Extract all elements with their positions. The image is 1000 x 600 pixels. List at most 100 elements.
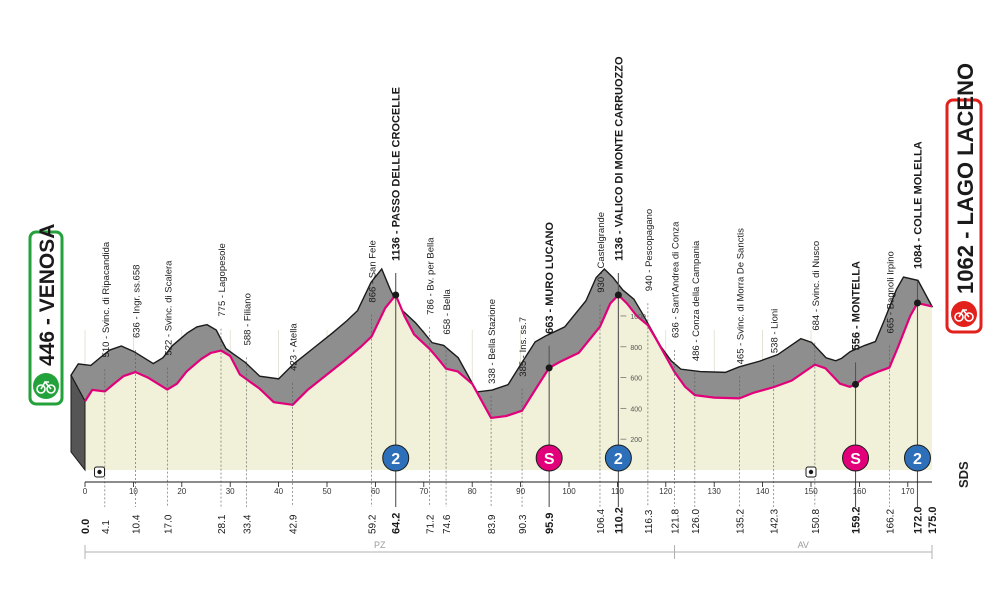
place-name-label: 522 - Svinc. di Scalera bbox=[163, 260, 174, 356]
start-bicycle-frame bbox=[40, 380, 52, 390]
km-axis-tick-label: 150 bbox=[804, 487, 818, 496]
altitude-tick-label: 800 bbox=[630, 345, 642, 352]
km-distance-label: 59.2 bbox=[368, 514, 379, 534]
climb-top-dot bbox=[614, 291, 622, 299]
province-label: PZ bbox=[374, 540, 386, 550]
place-name-label: 465 - Svinc. di Morra De Sanctis bbox=[735, 228, 746, 364]
place-name-label: 930 - Castelgrande bbox=[596, 212, 607, 293]
sprint-badge bbox=[842, 444, 870, 472]
km-axis-tick-label: 0 bbox=[83, 487, 88, 496]
kom-category-badge bbox=[382, 444, 410, 472]
climb-sprint-markers: 2 S 2 S 2 bbox=[94, 291, 931, 478]
km-distance-label: 95.9 bbox=[544, 513, 556, 534]
start-bicycle-icon bbox=[33, 373, 59, 399]
km-distance-label: 33.4 bbox=[243, 514, 254, 534]
feed-zone-dot bbox=[97, 469, 102, 475]
place-name-label: 684 - Svinc. di Nusco bbox=[811, 241, 822, 331]
km-distance-label: 142.3 bbox=[770, 509, 781, 534]
place-name-label: 1084 - COLLE MOLELLA bbox=[912, 141, 924, 269]
km-distance-label: 90.3 bbox=[518, 514, 529, 534]
km-axis-tick-label: 20 bbox=[177, 487, 186, 496]
kom-category-badge bbox=[903, 444, 931, 472]
km-axis: 0 10 20 30 40 50 60 70 80 90 100 110 120 130 140 150 160… bbox=[80, 481, 939, 534]
start-badge-frame bbox=[28, 230, 64, 406]
km-distance-label: 172.0 bbox=[912, 506, 924, 534]
place-name-label: 1136 - PASSO DELLE CROCELLE bbox=[391, 87, 403, 261]
sprint-label: S bbox=[850, 451, 861, 468]
km-distance-label: 64.2 bbox=[391, 513, 403, 534]
km-distance-label: 28.1 bbox=[217, 514, 228, 534]
place-name-label: 636 - Ingr. ss.658 bbox=[131, 265, 142, 338]
finish-bicycle-wheel bbox=[954, 312, 964, 322]
profile-front-face bbox=[85, 295, 932, 470]
km-axis-tick-label: 110 bbox=[611, 487, 624, 496]
place-name-label: 338 - Bella Stazione bbox=[487, 299, 498, 384]
place-name-label: 423 - Atella bbox=[289, 323, 300, 371]
km-distance-label: 175.0 bbox=[927, 506, 939, 534]
km-axis-tick-label: 80 bbox=[468, 487, 477, 496]
km-distance-label: 71.2 bbox=[426, 514, 437, 534]
km-distance-label: 166.2 bbox=[885, 509, 896, 534]
altitude-tick-label: 400 bbox=[630, 406, 642, 413]
km-axis-tick-label: 170 bbox=[901, 487, 915, 496]
elevation-profile: 200 400 600 800 1000 bbox=[70, 267, 934, 472]
place-name-label: 538 - Lioni bbox=[770, 309, 781, 353]
climb-top-dot bbox=[545, 364, 553, 372]
start-bicycle-wheel bbox=[36, 384, 46, 394]
corner-sds-label: SDS bbox=[956, 461, 971, 488]
km-axis-tick-label: 30 bbox=[226, 487, 235, 496]
sprint-badge bbox=[535, 444, 563, 472]
point-drop-lines bbox=[104, 273, 919, 507]
km-distance-label: 106.4 bbox=[596, 509, 607, 534]
feed-zone-dot bbox=[808, 469, 814, 475]
place-name-label: 556 - MONTELLA bbox=[851, 261, 863, 350]
km-axis-tick-label: 100 bbox=[562, 487, 576, 496]
kom-category-badge bbox=[604, 444, 632, 472]
km-distance-label: 135.2 bbox=[735, 509, 746, 534]
place-name-label: 658 - Bella bbox=[442, 289, 453, 335]
kom-category-label: 2 bbox=[391, 451, 400, 468]
km-axis-tick-label: 90 bbox=[516, 487, 525, 496]
km-axis-tick-label: 50 bbox=[323, 487, 332, 496]
point-labels: 510 - Svinc. di Ripacandida 636 - Ingr. s… bbox=[101, 56, 925, 384]
place-name-label: 1136 - VALICO DI MONTE CARRUOZZO bbox=[613, 56, 625, 261]
start-label: 446 - VENOSA bbox=[36, 224, 59, 366]
km-axis-tick-label: 10 bbox=[129, 487, 138, 496]
altitude-tick-label: 200 bbox=[630, 437, 642, 444]
place-name-label: 665 - Bagnoli Irpino bbox=[885, 251, 896, 333]
place-name-label: 636 - Sant'Andrea di Conza bbox=[671, 221, 682, 338]
finish-badge-frame bbox=[945, 98, 983, 334]
km-axis-tick-label: 140 bbox=[756, 487, 770, 496]
km-axis-tick-label: 130 bbox=[708, 487, 722, 496]
climb-top-dot bbox=[913, 299, 921, 307]
kom-category-label: 2 bbox=[614, 451, 623, 468]
altitude-tick-label: 1000 bbox=[630, 314, 646, 321]
km-distance-label: 4.1 bbox=[101, 520, 112, 534]
place-name-label: 940 - Pescopagano bbox=[644, 209, 655, 291]
km-distance-label: 0.0 bbox=[80, 519, 92, 534]
finish-bicycle-wheel bbox=[964, 312, 974, 322]
km-distance-label: 116.3 bbox=[644, 509, 655, 534]
sprint-label: S bbox=[544, 451, 555, 468]
altitude-tick-label: 600 bbox=[630, 376, 642, 383]
finish-label: 1062 - LAGO LACENO bbox=[953, 63, 978, 294]
km-distance-label: 121.8 bbox=[671, 509, 682, 534]
place-name-label: 786 - Bv. per Bella bbox=[426, 237, 437, 315]
km-axis-tick-label: 160 bbox=[853, 487, 867, 496]
km-axis-tick-label: 70 bbox=[419, 487, 428, 496]
start-bicycle-wheel bbox=[46, 384, 56, 394]
climb-top-dot bbox=[392, 291, 400, 299]
finish-badge: 1062 - LAGO LACENO bbox=[945, 63, 983, 334]
place-name-label: 486 - Conza della Campania bbox=[691, 240, 702, 361]
start-badge: 446 - VENOSA bbox=[28, 224, 64, 406]
place-name-label: 866 - San Fele bbox=[368, 240, 379, 302]
km-axis-tick-label: 40 bbox=[274, 487, 283, 496]
kom-category-label: 2 bbox=[913, 451, 922, 468]
province-bar: PZ AV bbox=[84, 540, 933, 559]
province-label: AV bbox=[798, 540, 809, 550]
finish-bicycle-icon bbox=[951, 301, 977, 327]
km-distance-label: 110.2 bbox=[613, 507, 625, 534]
km-distance-label: 17.0 bbox=[163, 514, 174, 534]
km-distance-label: 10.4 bbox=[131, 514, 142, 534]
